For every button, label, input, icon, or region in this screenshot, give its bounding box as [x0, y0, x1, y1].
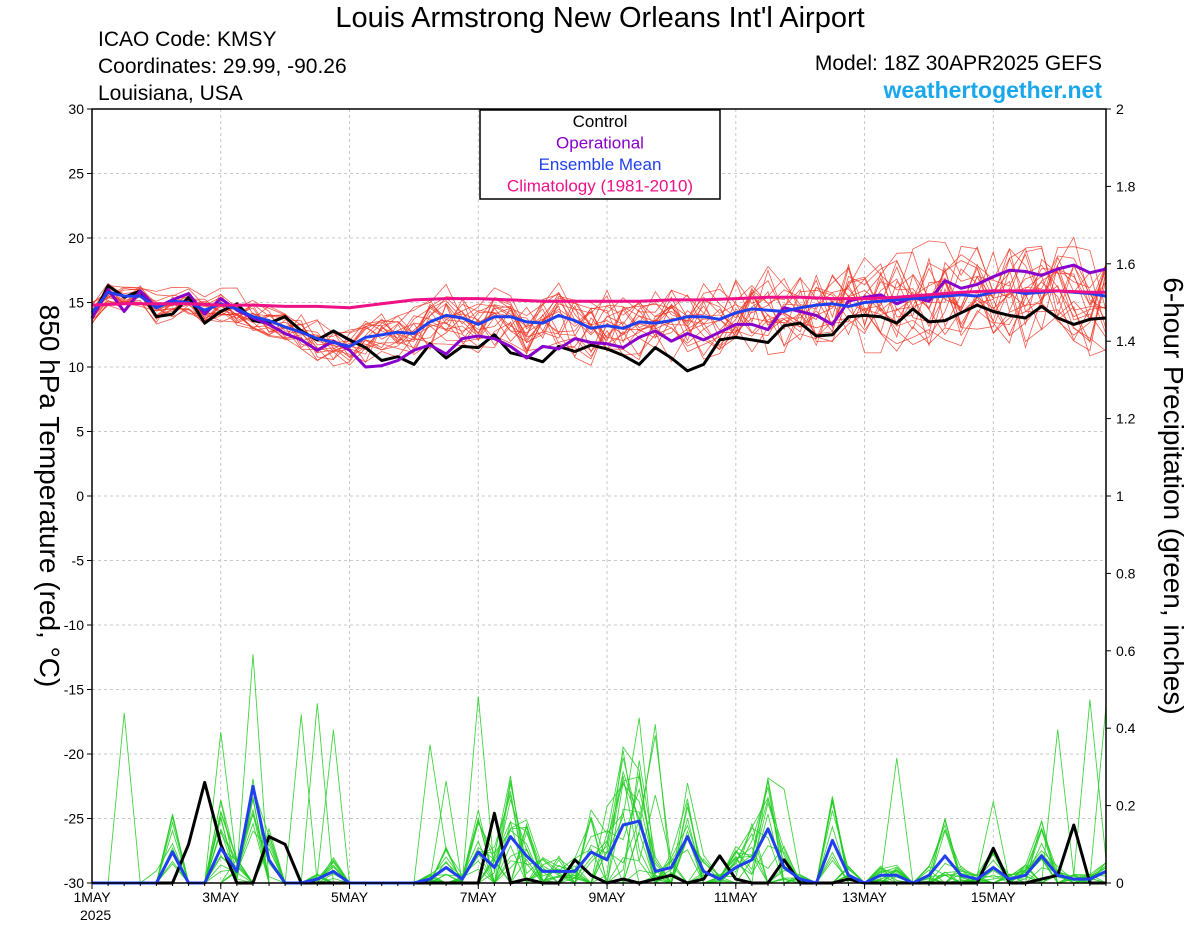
y-tick-label: 20: [68, 230, 84, 246]
y-tick-label: 0: [76, 488, 84, 504]
x-tick-label: 3MAY: [202, 889, 240, 905]
legend-entry-operational: Operational: [556, 134, 644, 153]
icao-code: ICAO Code: KMSY: [98, 28, 277, 51]
y2-tick-label: 0: [1116, 875, 1124, 891]
y-tick-label: 5: [76, 424, 84, 440]
brand-link[interactable]: weathertogether.net: [883, 77, 1102, 103]
region: Louisiana, USA: [98, 82, 243, 105]
y-axis-title: 850 hPa Temperature (red, °C): [34, 305, 65, 688]
legend-entry-control: Control: [573, 112, 628, 131]
coordinates: Coordinates: 29.99, -90.26: [98, 55, 347, 78]
y2-tick-label: 1: [1116, 488, 1124, 504]
precip-member-line: [92, 777, 1106, 885]
y-tick-label: -10: [64, 617, 84, 633]
y2-tick-label: 0.2: [1116, 798, 1136, 814]
temp-member-line: [91, 260, 1107, 362]
precip-member-line: [92, 732, 1107, 884]
climatology-temp-line: [91, 289, 1106, 310]
x-tick-label: 15MAY: [971, 889, 1017, 905]
y-tick-label: -5: [72, 553, 85, 569]
precip-member-line: [92, 757, 1106, 885]
legend: Control Operational Ensemble Mean Climatolo…: [479, 109, 721, 200]
x-tick-sublabel: 2025: [80, 907, 111, 923]
operational-temp-line: [90, 263, 1107, 369]
x-tick-label: 1MAY: [73, 889, 111, 905]
y-tick-label: 10: [68, 359, 84, 375]
y-tick-label: 15: [68, 295, 84, 311]
y-tick-label: 25: [68, 166, 84, 182]
ensemble-mean-precip-line: [92, 784, 1107, 885]
y-tick-label: -15: [64, 682, 84, 698]
y2-tick-label: 1.6: [1116, 256, 1136, 272]
x-tick-label: 11MAY: [714, 889, 758, 905]
precip-member-line: [92, 729, 1107, 885]
legend-entry-climatology: Climatology (1981-2010): [507, 177, 693, 196]
precip-members: [92, 654, 1107, 885]
x-tick-label: 13MAY: [842, 889, 888, 905]
chart-title: Louis Armstrong New Orleans Int'l Airpor…: [335, 2, 865, 34]
y-tick-label: -20: [64, 746, 84, 762]
y2-tick-label: 1.2: [1116, 411, 1136, 427]
y-tick-label: -25: [64, 811, 84, 827]
x-tick-label: 5MAY: [331, 889, 369, 905]
y-tick-label: -30: [64, 875, 84, 891]
y2-tick-label: 1.8: [1116, 178, 1136, 194]
temp-member-line: [91, 236, 1107, 348]
y2-tick-label: 0.8: [1116, 565, 1136, 581]
y2-tick-label: 0.4: [1116, 720, 1136, 736]
precip-member-line: [92, 735, 1107, 885]
y2-axis-title: 6-hour Precipitation (green, inches): [1158, 277, 1189, 714]
legend-box: [479, 109, 721, 200]
y-tick-label: 30: [68, 101, 84, 117]
x-tick-label: 9MAY: [589, 889, 627, 905]
x-tick-label: 7MAY: [460, 889, 498, 905]
model-run: Model: 18Z 30APR2025 GEFS: [814, 52, 1102, 75]
ensemble-mean-temp-line: [90, 289, 1107, 348]
y2-tick-label: 2: [1116, 101, 1124, 117]
y2-tick-label: 1.4: [1116, 333, 1136, 349]
legend-entry-ensemble-mean: Ensemble Mean: [539, 155, 662, 174]
y2-tick-label: 0.6: [1116, 643, 1136, 659]
